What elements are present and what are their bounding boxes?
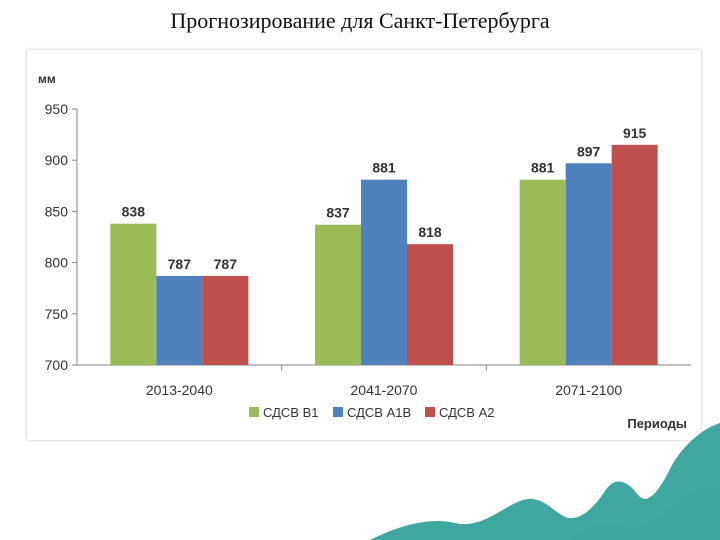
axes-layer: 700 750 800 850 900 950 мм 2013-2040 2041-2070 20… bbox=[38, 72, 691, 431]
slide-title: Прогнозирование для Санкт-Петербурга bbox=[170, 8, 550, 33]
chart-panel: 700 750 800 850 900 950 мм 2013-2040 2041-2070 20… bbox=[27, 50, 701, 440]
data-label: 837 bbox=[326, 205, 350, 221]
y-tick-label: 950 bbox=[45, 101, 69, 117]
legend-layer: СДСВ В1 СДСВ А1В СДСВ А2 bbox=[249, 405, 494, 420]
bar bbox=[519, 179, 566, 365]
x-tick-label: 2041-2070 bbox=[351, 382, 418, 398]
bar bbox=[315, 224, 361, 365]
y-axis-label: мм bbox=[38, 72, 56, 86]
bar-chart: 700 750 800 850 900 950 мм 2013-2040 2041-2070 20… bbox=[38, 72, 691, 431]
x-tick-label: 2071-2100 bbox=[555, 382, 622, 398]
legend-label: СДСВ В1 bbox=[263, 405, 318, 420]
legend-swatch bbox=[249, 407, 259, 417]
decorative-wave-art bbox=[370, 423, 720, 540]
legend-label: СДСВ А2 bbox=[439, 405, 494, 420]
data-label: 818 bbox=[418, 224, 442, 240]
data-label: 881 bbox=[531, 160, 555, 176]
labels-layer: 838 787 787 837 881 818 881 897 915 bbox=[122, 125, 647, 272]
bar bbox=[361, 179, 407, 365]
bar bbox=[202, 275, 249, 365]
wave-shape bbox=[570, 488, 720, 540]
y-tick-label: 900 bbox=[45, 152, 69, 168]
data-label: 881 bbox=[372, 160, 396, 176]
y-tick-label: 750 bbox=[45, 306, 69, 322]
legend-swatch bbox=[425, 407, 435, 417]
data-label: 787 bbox=[214, 256, 238, 272]
data-label: 897 bbox=[577, 143, 601, 159]
y-tick-label: 700 bbox=[45, 357, 69, 373]
bar bbox=[156, 275, 203, 365]
bar bbox=[611, 144, 658, 365]
bar bbox=[110, 223, 157, 365]
legend-label: СДСВ А1В bbox=[347, 405, 411, 420]
x-axis-label: Периоды bbox=[627, 416, 687, 431]
y-tick-label: 800 bbox=[45, 255, 69, 271]
x-tick-label: 2013-2040 bbox=[146, 382, 213, 398]
data-label: 838 bbox=[122, 204, 146, 220]
bars-layer bbox=[110, 144, 658, 365]
y-tick-label: 850 bbox=[45, 203, 69, 219]
data-label: 915 bbox=[623, 125, 647, 141]
bar bbox=[407, 244, 453, 365]
data-label: 787 bbox=[168, 256, 192, 272]
legend-swatch bbox=[333, 407, 343, 417]
wave-shape bbox=[370, 423, 720, 540]
bar bbox=[565, 163, 612, 365]
